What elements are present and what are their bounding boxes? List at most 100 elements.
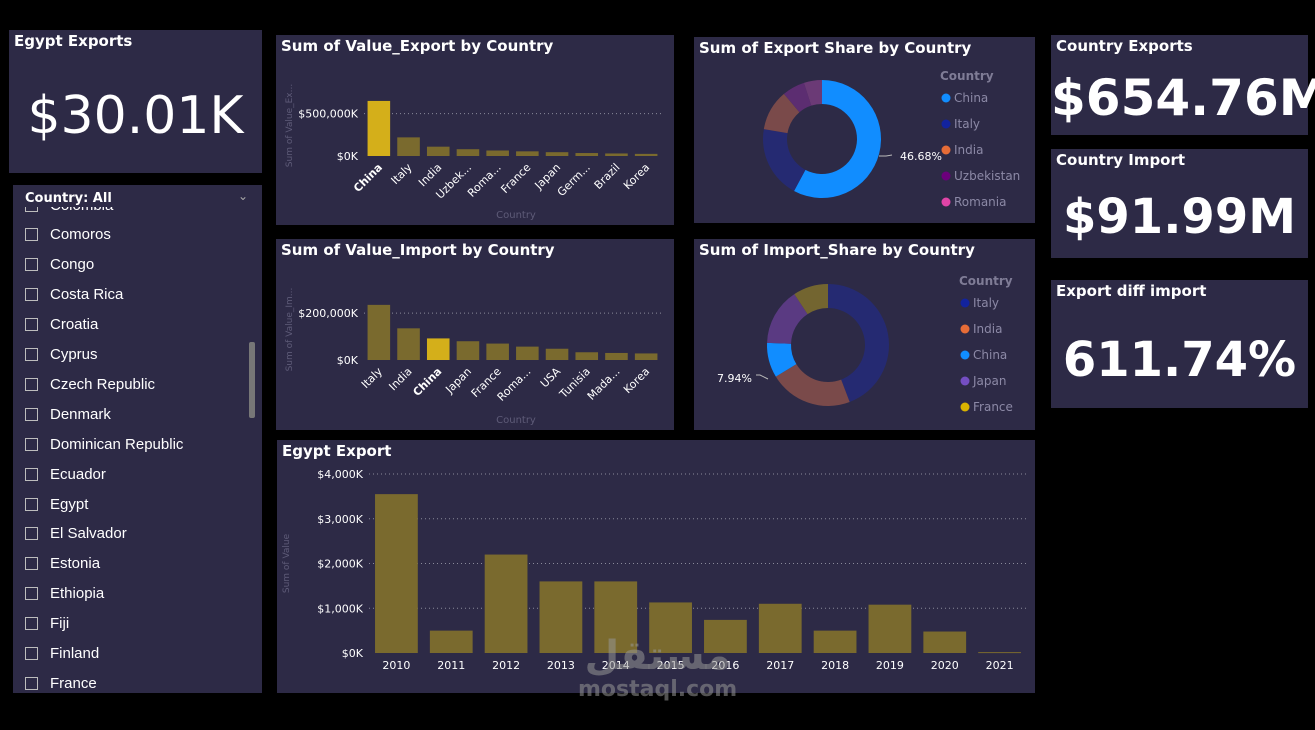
bar[interactable] [486,150,509,156]
bar[interactable] [426,338,450,360]
donut-slice[interactable] [767,342,797,377]
legend-label[interactable]: Italy [954,117,980,131]
checkbox[interactable] [25,467,38,481]
slicer-item[interactable]: Ethiopia [25,583,104,605]
bar[interactable] [486,343,509,360]
slicer-item[interactable]: France [25,672,97,693]
slicer-item[interactable]: Fiji [25,613,69,635]
bar[interactable] [516,151,539,156]
slicer-item[interactable]: Cyprus [25,344,98,366]
kpi-country-exports-value: $654.76M [1051,69,1315,127]
checkbox[interactable] [25,527,38,541]
checkbox[interactable] [25,437,38,451]
bar[interactable] [758,603,802,653]
bar[interactable] [375,494,418,653]
slicer-item[interactable]: Ecuador [25,463,106,485]
bar[interactable] [575,352,599,360]
donut-slice[interactable] [828,284,889,403]
legend-label[interactable]: Italy [973,296,999,310]
x-tick-label: China [351,161,385,195]
slicer-item[interactable]: Dominican Republic [25,433,183,455]
slicer-item[interactable]: Estonia [25,553,100,575]
checkbox[interactable] [25,676,38,690]
bar[interactable] [545,152,569,156]
slicer-item[interactable]: Finland [25,643,99,665]
slicer-item[interactable]: Denmark [25,403,111,425]
kpi-export-diff-import-title: Export diff import [1056,282,1207,300]
slicer-item[interactable]: Czech Republic [25,373,155,395]
bar[interactable] [594,581,638,653]
donut-slice[interactable] [803,80,822,106]
legend-label[interactable]: India [954,143,983,157]
legend-label[interactable]: India [973,322,1002,336]
legend-label[interactable]: France [973,400,1013,414]
legend-marker [960,376,970,386]
slicer-item[interactable]: Croatia [25,314,98,336]
bar[interactable] [539,581,583,653]
slicer-header[interactable]: Country: All [25,191,112,206]
bar[interactable] [813,630,857,653]
checkbox[interactable] [25,557,38,571]
checkbox[interactable] [25,647,38,660]
x-tick-label: 2010 [382,659,410,672]
donut-slice[interactable] [794,284,828,315]
bar[interactable] [649,602,692,653]
bar[interactable] [605,352,628,360]
bar[interactable] [634,353,658,360]
bar[interactable] [575,153,599,156]
slicer-item[interactable]: Egypt [25,493,88,515]
legend-label[interactable]: Japan [972,374,1006,388]
bar[interactable] [978,652,1021,654]
bar[interactable] [605,153,628,156]
checkbox[interactable] [25,228,38,242]
bar[interactable] [516,346,539,360]
export-by-country-chart: Sum of Value_Export by Country $0K $500,0… [276,35,674,225]
bar[interactable] [397,137,420,156]
checkbox[interactable] [25,288,38,302]
bar[interactable] [923,631,967,653]
slicer-list[interactable]: ColombiaComorosCongoCosta RicaCroatiaCyp… [13,199,262,693]
checkbox[interactable] [25,587,38,601]
x-tick-label: 2011 [437,659,465,672]
bar[interactable] [367,100,391,156]
bar[interactable] [545,348,569,360]
bar[interactable] [397,328,420,360]
donut-slice[interactable] [775,364,850,406]
bar[interactable] [456,341,480,360]
legend-label[interactable]: Uzbekistan [954,169,1020,183]
legend-label[interactable]: Romania [954,195,1006,209]
checkbox[interactable] [25,348,38,361]
slicer-item[interactable]: Costa Rica [25,284,123,306]
slicer-item[interactable]: El Salvador [25,523,127,545]
country-slicer[interactable]: ColombiaComorosCongoCosta RicaCroatiaCyp… [13,185,262,693]
chevron-down-icon[interactable]: ⌄ [237,189,248,203]
y-tick-label: $4,000K [317,468,363,481]
bar[interactable] [634,153,658,156]
donut-slice[interactable] [767,294,808,344]
slicer-item[interactable]: Congo [25,254,94,276]
bar[interactable] [426,146,450,156]
checkbox[interactable] [25,377,38,391]
bar[interactable] [456,149,480,156]
bar[interactable] [484,554,528,653]
slicer-scrollbar[interactable] [249,342,255,418]
slicer-item-label: France [50,674,97,692]
checkbox[interactable] [25,318,38,332]
legend-label[interactable]: China [973,348,1007,362]
bar[interactable] [367,304,391,360]
donut-slice[interactable] [763,129,806,191]
bar[interactable] [868,604,912,653]
donut-slice[interactable] [763,93,800,134]
donut-slice[interactable] [794,80,881,198]
donut-slice[interactable] [783,82,812,113]
bar[interactable] [429,630,473,653]
export-share-chart: Sum of Export Share by Country 46.68% Cou… [694,37,1035,223]
checkbox[interactable] [25,617,38,631]
slicer-item[interactable]: Comoros [25,224,111,246]
checkbox[interactable] [25,258,38,272]
checkbox[interactable] [25,407,38,421]
legend-label[interactable]: China [954,91,988,105]
checkbox[interactable] [25,497,38,511]
bar[interactable] [704,619,747,653]
x-tick-label: Germ... [555,161,593,199]
